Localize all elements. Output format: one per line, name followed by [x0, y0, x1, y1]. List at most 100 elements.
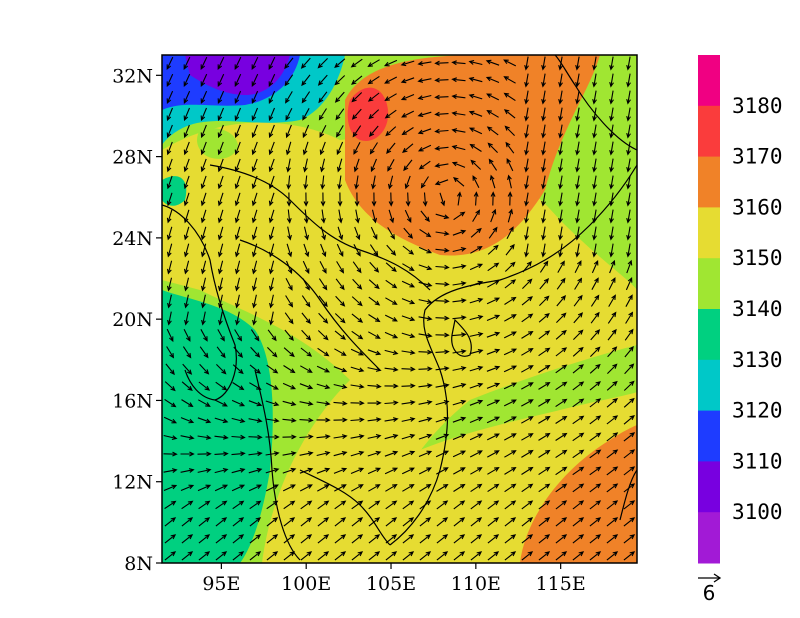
wind-arrow: [248, 434, 263, 440]
wind-arrow: [250, 329, 260, 342]
wind-arrow: [200, 192, 207, 207]
wind-arrow: [353, 141, 361, 155]
wind-arrow: [418, 416, 433, 423]
wind-arrow: [606, 534, 619, 544]
wind-arrow: [350, 366, 365, 373]
wind-arrow: [452, 349, 467, 354]
wind-arrow: [266, 517, 279, 527]
wind-arrow: [164, 500, 177, 510]
wind-arrow: [248, 467, 263, 474]
wind-arrow: [388, 209, 395, 224]
wind-arrow: [268, 107, 276, 122]
wind-arrow: [248, 451, 263, 457]
wind-arrow: [435, 349, 450, 355]
wind-arrow: [521, 416, 534, 424]
wind-arrow: [385, 484, 398, 492]
wind-arrow: [231, 467, 246, 474]
wind-arrow: [163, 416, 178, 424]
wind-arrow: [387, 159, 395, 172]
wind-arrow: [503, 331, 517, 339]
wind-arrow: [541, 243, 546, 258]
wind-arrow: [269, 311, 274, 326]
wind-arrow: [592, 90, 597, 105]
wind-arrow: [350, 417, 365, 423]
wind-arrow: [334, 484, 347, 492]
wind-arrow: [387, 227, 395, 240]
wind-arrow: [248, 418, 263, 423]
wind-arrow: [524, 141, 529, 156]
wind-arrow: [555, 500, 568, 510]
wind-arrow: [316, 400, 331, 406]
wind-arrow: [197, 468, 212, 473]
wind-arrow: [606, 551, 619, 561]
wind-arrow: [419, 500, 432, 510]
wind-arrow: [487, 500, 500, 510]
wind-arrow: [367, 349, 382, 356]
wind-arrow: [452, 229, 467, 236]
wind-arrow: [541, 90, 546, 105]
wind-arrow: [573, 329, 584, 340]
wind-arrow: [435, 264, 450, 270]
wind-arrow: [401, 417, 416, 422]
wind-arrow: [350, 467, 365, 475]
wind-arrow: [469, 450, 483, 458]
wind-arrow: [285, 277, 293, 291]
wind-arrow: [538, 500, 551, 510]
wind-arrow: [232, 534, 245, 544]
wind-arrow: [252, 311, 257, 326]
wind-arrow: [367, 367, 382, 372]
wind-arrow: [251, 141, 258, 156]
wind-arrow: [384, 331, 399, 339]
wind-arrow: [320, 243, 327, 258]
wind-arrow: [506, 226, 514, 239]
wind-arrow: [420, 176, 429, 189]
wind-arrow: [436, 483, 449, 492]
wind-arrow: [334, 91, 345, 103]
colorbar-label: 3160: [732, 195, 783, 219]
wind-arrow: [486, 416, 501, 424]
wind-arrow: [572, 449, 585, 459]
wind-arrow: [623, 466, 636, 476]
wind-arrow: [472, 209, 481, 222]
wind-arrow: [521, 313, 534, 323]
wind-arrow: [299, 383, 314, 390]
wind-arrow: [302, 278, 310, 291]
wind-arrow: [197, 417, 212, 424]
wind-arrow: [368, 314, 381, 323]
wind-arrow: [319, 158, 326, 173]
wind-arrow: [234, 260, 241, 275]
wind-arrow: [318, 278, 328, 291]
wind-arrow: [402, 263, 415, 271]
wind-arrow: [301, 329, 312, 341]
wind-arrow: [486, 331, 501, 338]
wind-arrow: [368, 534, 381, 544]
wind-arrow: [452, 399, 467, 406]
wind-arrow: [166, 141, 173, 156]
wind-arrow: [371, 209, 378, 224]
wind-arrow: [299, 417, 314, 423]
wind-arrow: [200, 175, 207, 190]
wind-arrow: [217, 56, 225, 71]
colorbar-segment: [698, 55, 720, 107]
wind-arrow: [417, 111, 432, 118]
wind-arrow: [198, 534, 211, 544]
wind-arrow: [217, 158, 224, 173]
wind-arrow: [623, 534, 636, 544]
wind-arrow: [268, 158, 275, 173]
wind-arrow: [555, 415, 568, 424]
wind-arrow: [216, 364, 227, 375]
wind-arrow: [592, 209, 597, 224]
wind-arrow: [319, 124, 327, 138]
wind-vectors: [163, 56, 636, 561]
wind-arrow: [388, 192, 394, 207]
wind-arrow: [352, 125, 362, 138]
wind-arrow: [200, 107, 208, 122]
wind-arrow: [387, 175, 394, 190]
wind-arrow: [299, 467, 314, 474]
wind-arrow: [265, 467, 280, 474]
wind-arrow: [558, 56, 563, 71]
wind-arrow: [180, 435, 195, 440]
wind-arrow: [572, 551, 585, 561]
wind-arrow: [355, 209, 360, 224]
wind-arrow: [591, 277, 599, 290]
